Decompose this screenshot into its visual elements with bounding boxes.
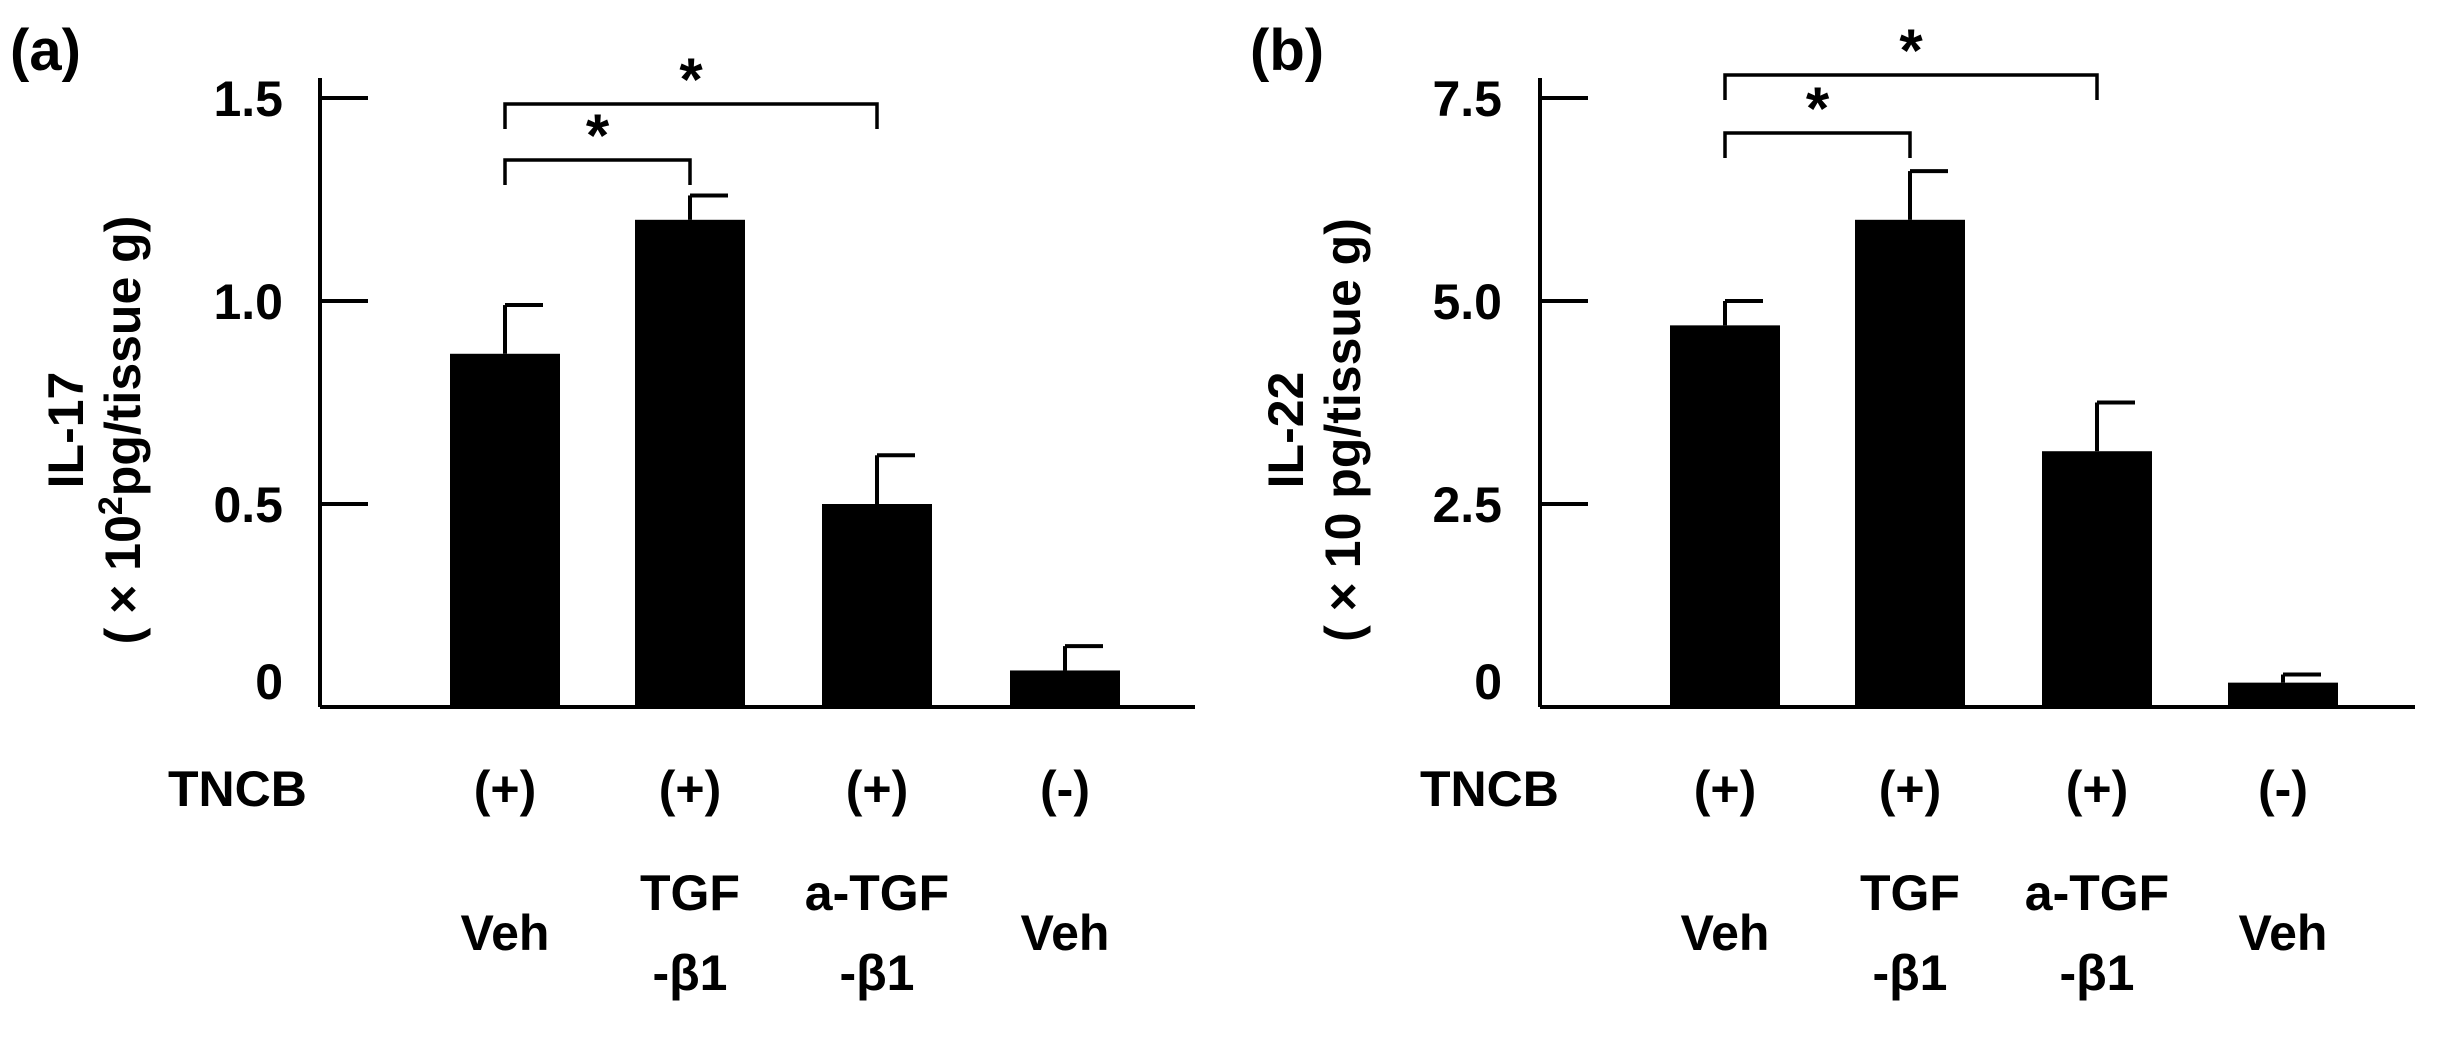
treatment-label: Veh [1681, 905, 1770, 961]
significance-bracket [1723, 73, 2099, 100]
bar-4 [1010, 670, 1120, 707]
tncb-row-label: TNCB [1420, 761, 1559, 817]
tncb-value-label: (+) [2066, 761, 2129, 817]
bar-1 [450, 353, 560, 707]
significance-bracket [1723, 131, 1912, 158]
tncb-value-label: (-) [2258, 761, 2308, 817]
tncb-value-label: (-) [1040, 761, 1090, 817]
bar-3 [2042, 451, 2152, 707]
bar-3 [822, 504, 932, 707]
bar-1 [1670, 325, 1780, 707]
chart-panel-a: (a) 0 0.5 1.0 1.5 IL-17( × 102pg/tissue g) TNC… [10, 18, 1195, 1001]
tncb-row-label: TNCB [168, 761, 307, 817]
significance-star: * [1806, 75, 1830, 142]
panel-label: (a) [10, 18, 81, 83]
y-axis-unit: ( × 102pg/tissue g) [92, 216, 151, 645]
treatment-label: -β1 [1873, 945, 1948, 1001]
treatment-label: -β1 [840, 945, 915, 1001]
significance-bracket [503, 158, 692, 185]
treatment-label: TGF [640, 865, 740, 921]
y-tick-label: 1.5 [213, 71, 283, 127]
y-tick-label: 1.0 [213, 274, 283, 330]
bar-2 [1855, 219, 1965, 708]
treatment-label: a-TGF [2025, 865, 2169, 921]
y-tick-label: 0 [1474, 654, 1502, 710]
tncb-value-label: (+) [474, 761, 537, 817]
significance-star: * [1899, 17, 1923, 84]
significance-star: * [586, 102, 610, 169]
significance-star: * [679, 46, 703, 113]
treatment-label: TGF [1860, 865, 1960, 921]
y-axis-unit: ( × 10 pg/tissue g) [1315, 218, 1371, 642]
panel-label: (b) [1250, 18, 1324, 83]
chart-panel-b: (b) 0 2.5 5.0 7.5 IL-22( × 10 pg/tissue g) TNC… [1250, 17, 2415, 1001]
significance-bracket [503, 102, 879, 129]
y-tick-label: 5.0 [1432, 274, 1502, 330]
bar-4 [2228, 682, 2338, 707]
treatment-label: Veh [2239, 905, 2328, 961]
tncb-value-label: (+) [846, 761, 909, 817]
y-tick-label: 0.5 [213, 477, 283, 533]
treatment-label: -β1 [653, 945, 728, 1001]
treatment-label: -β1 [2060, 945, 2135, 1001]
y-tick-label: 0 [255, 654, 283, 710]
y-tick-label: 2.5 [1432, 477, 1502, 533]
tncb-value-label: (+) [1879, 761, 1942, 817]
y-axis-title: IL-22 [1258, 372, 1314, 489]
bar-2 [635, 219, 745, 708]
treatment-label: Veh [1021, 905, 1110, 961]
tncb-value-label: (+) [1694, 761, 1757, 817]
y-tick-label: 7.5 [1432, 71, 1502, 127]
y-axis-title: IL-17 [38, 372, 94, 489]
tncb-value-label: (+) [659, 761, 722, 817]
treatment-label: Veh [461, 905, 550, 961]
treatment-label: a-TGF [805, 865, 949, 921]
